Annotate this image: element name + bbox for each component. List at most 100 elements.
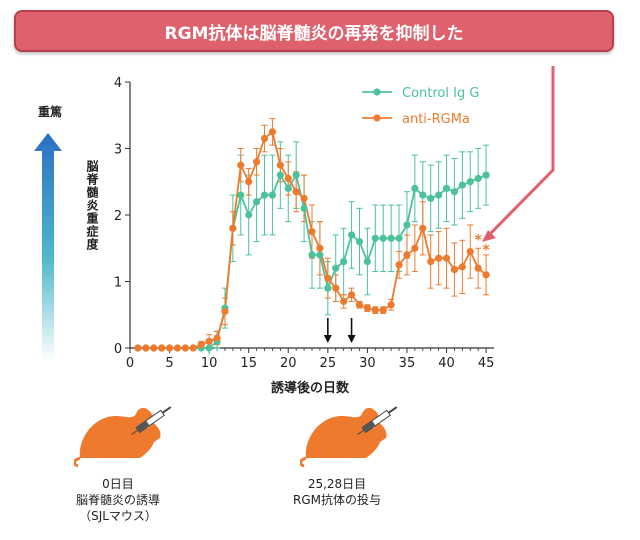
event-day-label: 25,28日目 [307,477,367,491]
control-data-point [363,257,371,266]
rgma-data-point [411,244,419,252]
rgma-data-point [395,261,403,269]
rgma-data-point [221,307,229,316]
rgma-data-point [347,291,356,299]
severity-label: 重篤 [37,105,62,119]
control-data-point [419,191,427,199]
event-description: RGM抗体の投与 [293,493,381,507]
control-data-point [458,181,466,189]
control-data-point [371,234,379,242]
control-data-point [284,184,292,192]
rgma-data-point [142,344,150,352]
rgma-data-point [435,254,443,262]
x-tick-label: 25 [320,356,337,371]
rgma-data-point [292,188,300,196]
control-data-point [395,234,403,242]
rgma-data-point [482,271,490,279]
rgma-data-point [466,247,474,256]
rgma-data-point [427,257,435,266]
rgma-data-point [284,174,292,183]
rgma-data-point [276,161,284,169]
rgma-data-point [450,265,459,274]
control-data-point [427,194,435,202]
rgma-data-point [332,284,340,292]
control-data-point [340,257,348,266]
rgma-data-point [371,306,379,314]
rgma-data-point [253,158,261,166]
rgma-data-point [197,341,205,349]
rgma-data-point [316,244,324,252]
event-caption-treatment: 25,28日目 RGM抗体の投与 [272,476,402,508]
control-data-point [332,264,340,272]
x-tick-label: 15 [240,356,257,371]
control-data-point [450,188,459,196]
control-legend-marker [373,88,381,96]
control-data-point [300,204,308,212]
control-legend-label: Control Ig G [402,86,479,101]
rgma-data-point [340,297,348,306]
control-data-point [268,191,277,199]
control-data-point [292,171,300,179]
rgma-data-point [458,263,466,271]
x-tick-label: 10 [201,356,218,371]
y-tick-label: 2 [114,209,122,224]
significance-marker: * [482,242,490,258]
control-data-point [245,211,253,219]
rgma-legend-marker [373,114,381,122]
control-data-point [253,198,261,206]
rgma-data-point [158,344,166,352]
rgma-data-point [213,334,221,342]
treatment-arrow-head [323,335,332,343]
x-tick-label: 5 [165,356,173,371]
event-day-label: 0日目 [102,477,134,491]
y-tick-label: 3 [114,143,122,158]
x-tick-label: 20 [280,356,297,371]
x-tick-label: 35 [399,356,416,371]
y-tick-label: 0 [114,342,122,357]
x-tick-label: 40 [438,356,455,371]
event-description: 脳脊髄炎の誘導 [75,493,160,507]
control-data-point [355,238,364,246]
control-data-point [403,221,411,229]
rgma-data-point [165,344,174,352]
rgma-data-point [245,178,253,186]
control-data-point [482,171,490,179]
rgma-data-point [205,337,213,345]
x-tick-label: 30 [359,356,376,371]
event-caption-induction: 0日目 脳脊髄炎の誘導 （SJLマウス） [58,476,178,524]
mouse-injection-illustration-2 [300,406,398,468]
rgma-data-point [387,301,395,309]
rgma-data-point [173,344,182,352]
rgma-data-point [300,194,308,202]
control-data-point [474,174,482,183]
rgma-data-point [419,224,427,232]
y-tick-label: 1 [114,276,122,291]
control-data-point [379,234,387,242]
control-data-point [237,191,245,199]
x-tick-label: 45 [478,356,495,371]
control-data-point [435,191,443,199]
severity-gradient-arrow [34,133,62,361]
y-axis-label: 脳脊髄炎重症度 [85,160,99,251]
control-data-point [308,251,316,259]
control-data-point [260,191,269,199]
control-data-point [205,344,213,352]
significance-marker: * [475,232,483,248]
rgma-data-point [324,274,332,282]
rgma-data-point [134,344,142,352]
callout-arrow [486,66,555,238]
rgma-data-point [474,264,482,272]
rgma-data-point [379,306,387,314]
control-data-point [442,184,451,192]
rgma-data-point [308,228,316,236]
rgma-legend-label: anti-RGMa [402,112,470,127]
control-data-point [411,184,419,192]
rgma-data-point [442,254,451,262]
x-tick-label: 0 [126,356,134,371]
treatment-arrow-head [347,335,356,343]
rgma-data-point [189,344,197,352]
rgma-data-point [403,251,411,259]
mouse-injection-illustration-1 [74,406,172,468]
rgma-data-point [355,301,364,309]
